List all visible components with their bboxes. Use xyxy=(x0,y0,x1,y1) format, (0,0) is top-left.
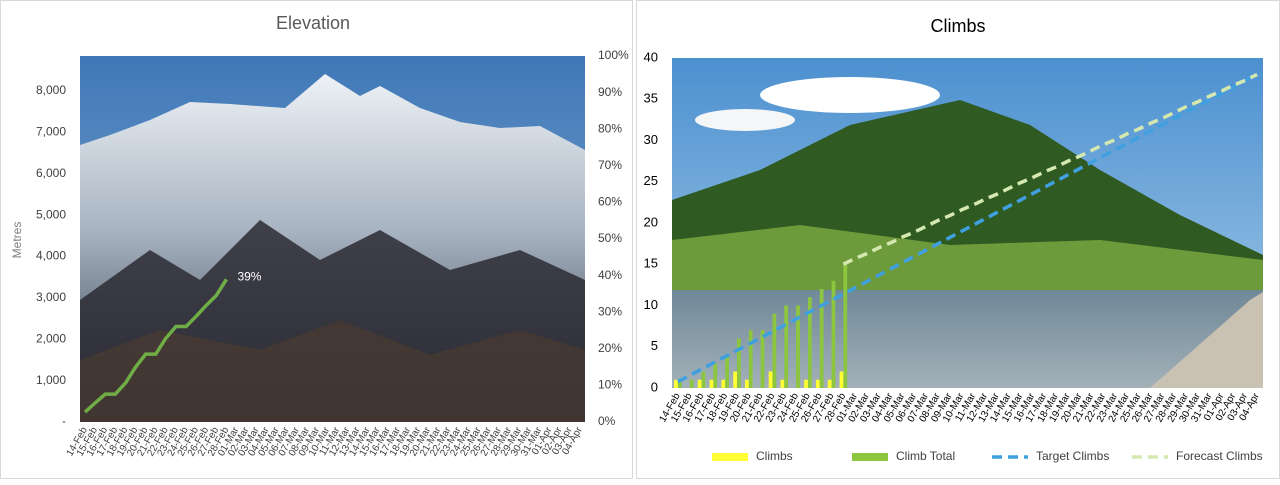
y-tick-label: 7,000 xyxy=(36,125,66,139)
bar xyxy=(697,379,702,388)
bar xyxy=(784,305,789,388)
bar xyxy=(701,371,706,388)
y2-tick-label: 70% xyxy=(598,158,622,172)
y-tick-label: 20 xyxy=(644,214,658,229)
bar xyxy=(796,305,800,388)
y2-tick-label: 50% xyxy=(598,231,622,245)
y-tick-label: 30 xyxy=(644,132,658,147)
y2-tick-label: 20% xyxy=(598,341,622,355)
y2-tick-label: 40% xyxy=(598,268,622,282)
line xyxy=(83,278,228,414)
y2-tick-label: 90% xyxy=(598,85,622,99)
bar xyxy=(748,330,753,388)
bar xyxy=(839,371,844,388)
chart-title: Climbs xyxy=(930,16,985,36)
bar xyxy=(677,379,682,388)
bar xyxy=(721,379,726,388)
legend-label: Target Climbs xyxy=(1036,449,1109,463)
annotation: 39% xyxy=(237,269,261,283)
legend-swatch xyxy=(852,453,888,461)
y-tick-label: 8,000 xyxy=(36,83,66,97)
y-tick-label: 10 xyxy=(644,297,658,312)
bar xyxy=(733,371,738,388)
legend-label: Forecast Climbs xyxy=(1176,449,1263,463)
y-tick-label: - xyxy=(62,414,66,428)
bar xyxy=(745,379,749,388)
y-tick-label: 6,000 xyxy=(36,166,66,180)
y2-tick-label: 0% xyxy=(598,414,616,428)
y-tick-label: 5,000 xyxy=(36,207,66,221)
bar xyxy=(713,363,718,388)
y2-tick-label: 10% xyxy=(598,378,622,392)
y-tick-label: 1,000 xyxy=(36,373,66,387)
bar xyxy=(737,338,741,388)
y2-tick-label: 100% xyxy=(598,48,629,62)
y-tick-label: 5 xyxy=(651,338,658,353)
bar xyxy=(815,379,820,388)
bar xyxy=(760,330,765,388)
y-tick-label: 0 xyxy=(651,379,658,394)
bar xyxy=(780,379,785,388)
y2-tick-label: 30% xyxy=(598,304,622,318)
bar xyxy=(689,379,694,388)
y-tick-label: 15 xyxy=(644,256,658,271)
y-tick-label: 35 xyxy=(644,91,658,106)
line xyxy=(842,72,1258,266)
y2-tick-label: 60% xyxy=(598,195,622,209)
legend-label: Climb Total xyxy=(896,449,955,463)
bar xyxy=(819,289,824,388)
y-tick-label: 25 xyxy=(644,173,658,188)
bar xyxy=(804,379,808,388)
y-tick-label: 40 xyxy=(644,49,658,64)
bar xyxy=(831,280,836,388)
bar xyxy=(843,264,848,388)
y2-tick-label: 80% xyxy=(598,121,622,135)
legend-swatch xyxy=(712,453,748,461)
legend-label: Climbs xyxy=(756,449,793,463)
chart-title: Elevation xyxy=(276,13,350,33)
y-axis-label: Metres xyxy=(10,222,24,259)
bar xyxy=(772,313,777,388)
mountain-photo xyxy=(80,56,585,422)
bar xyxy=(807,297,812,388)
y-tick-label: 2,000 xyxy=(36,331,66,345)
bar xyxy=(674,379,678,388)
bar xyxy=(768,371,773,388)
bar xyxy=(709,379,714,388)
y-tick-label: 4,000 xyxy=(36,249,66,263)
bar xyxy=(725,355,729,388)
line xyxy=(677,72,1258,384)
bar xyxy=(827,379,832,388)
y-tick-label: 3,000 xyxy=(36,290,66,304)
